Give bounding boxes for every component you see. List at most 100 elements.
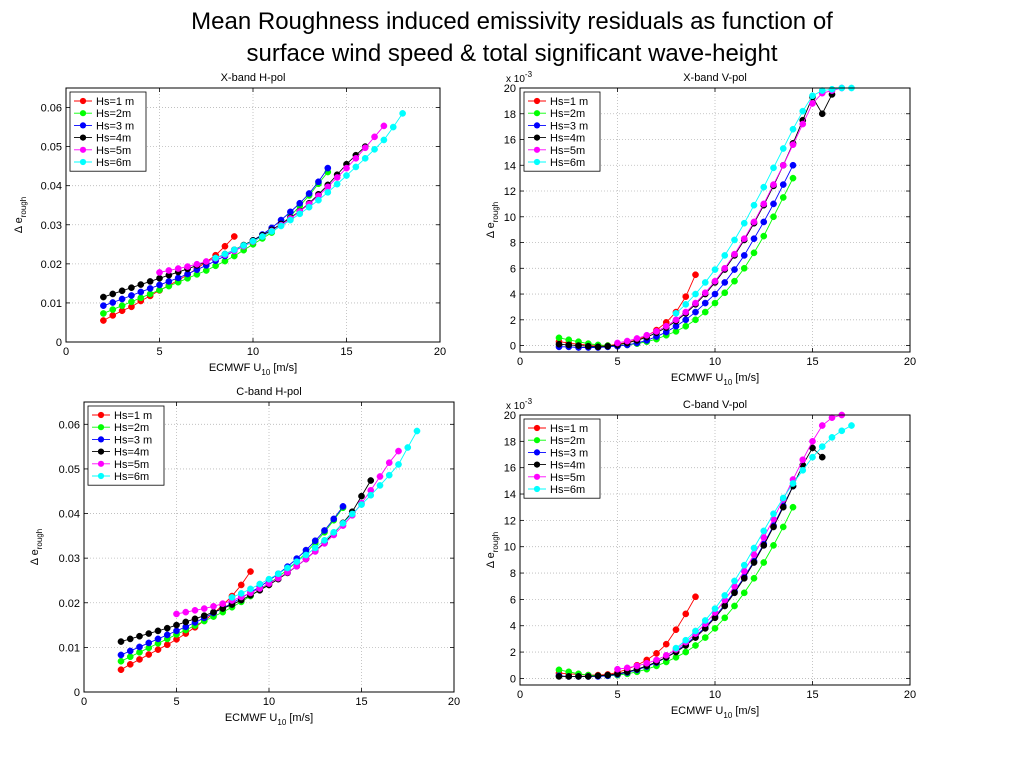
x-axis-label: ECMWF U10 [m/s] [225,712,313,727]
data-point [731,266,738,273]
data-point [770,181,777,188]
data-point [731,250,738,258]
y-tick-label: 20 [504,83,516,95]
data-point [274,570,282,578]
y-tick-label: 14 [504,489,516,501]
y-tick-label: 0 [74,687,80,699]
data-point [145,630,153,637]
data-point [284,564,291,572]
legend-label: Hs=6m [96,157,131,169]
data-point [711,299,719,307]
data-point [731,602,738,610]
legend-label: Hs=5m [550,472,585,484]
y-tick-label: 0.05 [41,142,62,154]
x-tick-label: 20 [448,696,460,708]
data-point [259,233,266,240]
x-axis-label-unit: [m/s] [732,372,759,384]
legend-marker [533,110,541,117]
x-axis-label-text: ECMWF U [225,712,278,724]
data-point [682,322,690,330]
data-point [296,199,304,207]
data-point [256,580,264,588]
data-point [799,466,807,474]
y-tick-label: 0.04 [41,181,62,193]
legend-label: Hs=3 m [96,120,134,132]
data-point [200,612,208,620]
y-tick-label: 0 [510,673,516,685]
data-point [604,671,612,679]
data-point [352,163,360,171]
data-point [555,334,563,342]
data-point [126,635,134,643]
data-point [711,290,719,298]
data-point [221,250,229,258]
x-tick-label: 5 [156,346,162,358]
data-point [692,593,699,601]
data-point [740,561,748,569]
x-tick-label: 20 [904,689,916,701]
x-axis-label: ECMWF U10 [m/s] [671,705,759,720]
y-tick-label: 0 [56,337,62,349]
data-point [701,617,709,624]
data-point [721,592,729,599]
data-point [165,267,173,274]
data-point [395,461,402,468]
x-tick-label: 10 [709,689,721,701]
legend-label: Hs=5m [550,145,585,157]
data-point [247,585,254,593]
data-point [818,453,826,461]
data-point [711,266,719,273]
y-tick-label: 4 [510,621,516,633]
legend-marker [533,134,541,141]
data-point [614,339,621,347]
data-point [156,274,163,282]
legend-marker [533,449,541,456]
data-point [779,494,787,502]
data-point [750,201,758,209]
data-point [126,647,134,655]
data-point [779,181,787,188]
data-point [789,125,797,133]
legend-marker [97,424,105,431]
data-point [779,145,787,152]
x-tick-label: 10 [709,356,721,368]
data-point [701,634,709,641]
data-point [352,154,360,162]
data-point [731,277,738,285]
legend-label: Hs=5m [96,145,131,157]
legend-marker [79,134,87,141]
y-tick-label: 2 [510,647,516,659]
data-point [770,510,777,518]
data-point [692,316,699,324]
data-point [575,673,582,680]
exponent-label: x 10-3 [506,70,533,85]
legend-label: Hs=5m [114,459,149,471]
y-tick-label: 14 [504,160,516,172]
data-point [173,610,180,618]
data-point [662,652,670,659]
legend-label: Hs=4m [114,447,149,459]
y-tick-label: 0 [510,341,516,353]
data-point [760,559,768,566]
legend-label: Hs=6m [114,471,149,483]
data-point [315,196,322,204]
data-point [100,310,107,317]
chart-x-band-h-pol: 0 5 10 15 20 0 0.01 0.02 0.03 0.04 0.05 0.06 X-band … [13,72,446,377]
data-point [156,281,163,289]
legend-label: Hs=4m [550,133,585,145]
data-point [247,568,254,575]
data-point [721,602,729,610]
data-point [701,289,709,297]
data-point [333,180,341,188]
data-point [305,203,313,211]
legend-label: Hs=4m [96,133,131,145]
data-point [643,331,651,339]
data-point [584,342,592,350]
data-point [818,87,826,94]
data-point [555,340,563,348]
series-line [559,447,823,677]
data-point [721,264,729,272]
data-point [750,235,758,243]
data-point [779,194,787,201]
